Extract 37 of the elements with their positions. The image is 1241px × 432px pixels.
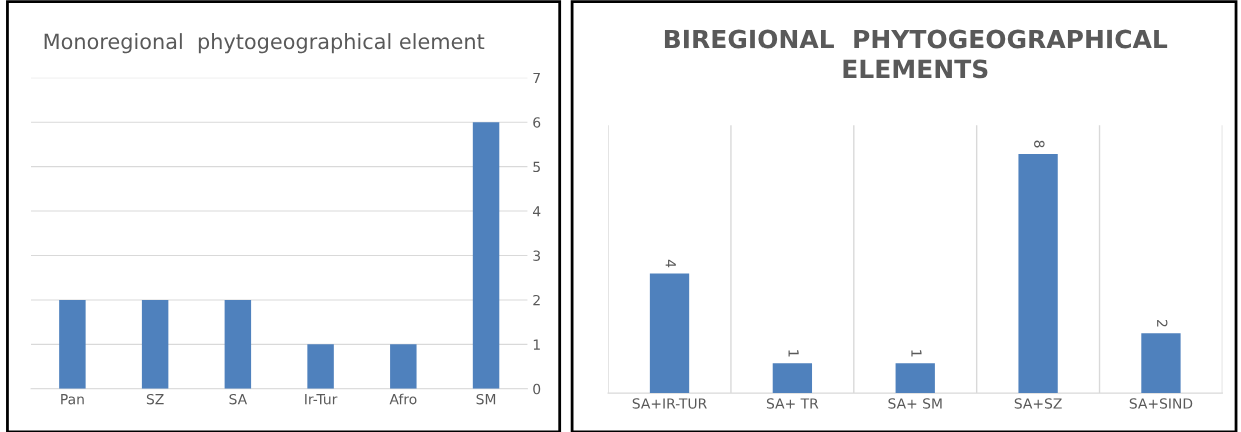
x-tick-label: SA+ TR [766,398,819,409]
y-tick-label: 3 [533,250,541,261]
y-tick-label: 6 [533,117,541,128]
y-tick-label: 7 [533,72,540,84]
bar [141,299,169,389]
y-tick-label: 1 [533,339,540,350]
y-tick-label: 0 [533,383,541,395]
x-tick-label: SA+IR-TUR [632,398,707,409]
x-tick-label: SA+SIND [1129,398,1193,409]
y-tick-label: 5 [533,161,540,173]
data-label: 8 [1034,140,1045,148]
x-tick-label: Afro [389,393,417,405]
x-tick-label: SZ [146,393,164,405]
data-label: 2 [1157,319,1168,327]
bar [307,344,334,389]
y-tick-label: 2 [533,294,540,306]
x-tick-label: SA [229,393,248,405]
data-label: 1 [788,350,799,357]
data-label: 1 [911,350,922,357]
y-tick-label: 4 [532,206,541,217]
x-tick-label: SM [476,393,496,405]
chart-title: BIREGIONAL PHYTOGEOGRAPHICAL ELEMENTS [664,29,1168,79]
x-tick-label: Ir-Tur [305,394,338,405]
bar [1141,333,1181,394]
bar [895,363,935,394]
bar [1018,153,1058,394]
x-tick-label: Pan [61,394,84,405]
bar [472,122,500,389]
x-tick-label: SA+SZ [1014,398,1062,409]
bar [59,299,86,389]
bar [772,363,813,394]
bar [224,299,252,389]
bar [649,273,690,394]
chart-title: Monoregional phytogeographical element [44,33,485,54]
bar [390,344,417,389]
x-tick-label: SA+ SM [888,398,942,409]
data-label: 4 [665,259,676,268]
